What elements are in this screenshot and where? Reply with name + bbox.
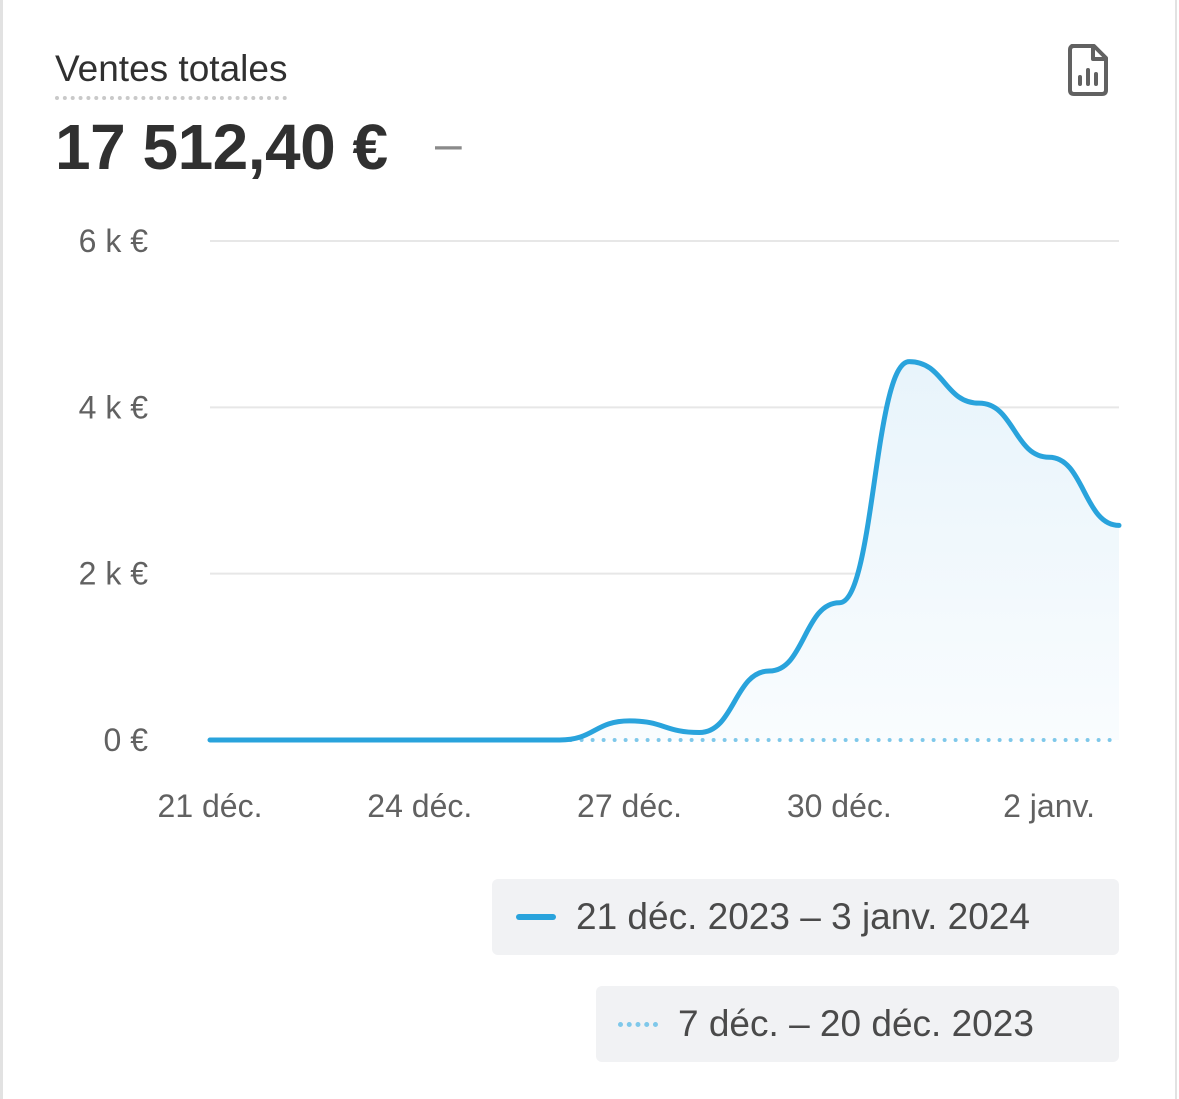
sales-line-chart: 0 € 2 k € 4 k € 6 k € 21 déc. 24 déc. 27 déc.… (79, 223, 1122, 824)
total-sales-value: 17 512,40 € (55, 111, 388, 183)
y-axis-ticks: 0 € 2 k € 4 k € 6 k € (79, 223, 149, 758)
y-tick-label: 2 k € (79, 556, 149, 592)
series-layer (207, 359, 1122, 743)
report-chart-icon[interactable] (1066, 44, 1110, 96)
legend-previous-period[interactable]: 7 déc. – 20 déc. 2023 (596, 986, 1119, 1062)
y-tick-label: 0 € (104, 722, 149, 758)
y-tick-label: 4 k € (79, 389, 149, 425)
card-title[interactable]: Ventes totales (55, 48, 288, 100)
x-tick-label: 21 déc. (158, 788, 263, 824)
comparison-delta: – (435, 118, 462, 171)
legend-previous-label: 7 déc. – 20 déc. 2023 (678, 1003, 1034, 1044)
x-tick-label: 30 déc. (787, 788, 892, 824)
legend-current-period[interactable]: 21 déc. 2023 – 3 janv. 2024 (492, 879, 1119, 955)
x-tick-label: 24 déc. (367, 788, 472, 824)
x-axis-ticks: 21 déc. 24 déc. 27 déc. 30 déc. 2 janv. (158, 788, 1096, 824)
legend-dotted-swatch (618, 1021, 658, 1027)
y-tick-label: 6 k € (79, 223, 149, 259)
x-tick-label: 2 janv. (1003, 788, 1095, 824)
legend-solid-swatch (516, 914, 556, 920)
x-tick-label: 27 déc. (577, 788, 682, 824)
legend-current-label: 21 déc. 2023 – 3 janv. 2024 (576, 896, 1030, 937)
current-series-line (207, 359, 1122, 743)
current-series-area (210, 361, 1119, 740)
